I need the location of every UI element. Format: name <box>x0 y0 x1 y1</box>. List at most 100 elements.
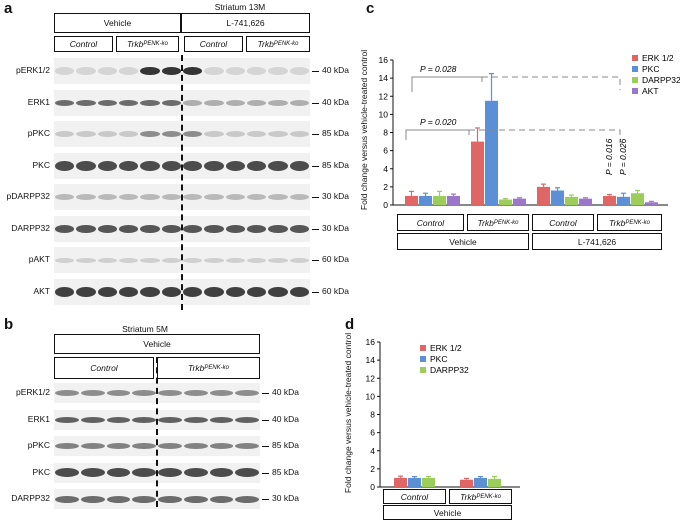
y-tick-label: 12 <box>366 373 376 383</box>
bar-pkc <box>485 100 498 205</box>
blot-band <box>158 390 182 396</box>
kda-marker-tick <box>312 165 319 167</box>
kda-marker-tick <box>312 102 319 104</box>
blot-band <box>204 224 224 233</box>
blot-label-erk1: ERK1 <box>27 413 50 424</box>
blot-band <box>235 416 259 423</box>
legend-swatch-pkc <box>632 66 638 72</box>
kda-marker-ppkc: 85 kDa <box>272 440 299 450</box>
blot-band <box>119 194 139 200</box>
bar-pkc <box>419 195 432 205</box>
panel-a-group-control-2: Control <box>184 36 243 52</box>
blot-band <box>55 224 75 233</box>
blot-band <box>183 131 203 137</box>
kda-marker-tick <box>262 499 269 500</box>
y-tick-label: 6 <box>370 428 375 438</box>
blot-band <box>132 416 156 423</box>
blot-band <box>80 468 105 477</box>
blot-band <box>289 194 309 200</box>
kda-marker-tick <box>312 197 319 198</box>
blot-band <box>247 224 267 233</box>
bracket-line <box>411 76 483 92</box>
blot-band <box>289 131 309 137</box>
blot-band <box>204 160 224 171</box>
panel-b-label: b <box>4 316 14 333</box>
bar-erk-1-2 <box>394 477 407 487</box>
blot-band <box>268 131 288 137</box>
blot-label-pkc: PKC <box>32 466 50 477</box>
blot-band <box>119 224 139 233</box>
panel-b-treatment-vehicle: Vehicle <box>54 334 260 354</box>
blot-label-ppkc: pPKC <box>27 440 50 450</box>
kda-marker-perk1-2: 40 kDa <box>322 65 349 75</box>
blot-band <box>97 131 117 137</box>
panel-a-label: a <box>4 0 13 17</box>
bar-darpp32 <box>488 478 501 487</box>
panel-d-group-trkb: Trkb PENK-ko <box>449 489 512 504</box>
bar-pkc <box>408 477 421 487</box>
kda-marker-tick <box>262 446 269 447</box>
bar-erk-1-2 <box>471 141 484 205</box>
blot-label-erk1: ERK1 <box>27 96 50 107</box>
blot-band <box>204 194 224 200</box>
blot-band <box>80 495 105 503</box>
bar-darpp32 <box>422 477 435 487</box>
blot-band <box>106 443 131 449</box>
y-tick-label: 4 <box>370 446 375 456</box>
blot-band <box>80 390 105 396</box>
kda-marker-tick <box>312 291 319 293</box>
blot-label-ppkc: pPKC <box>27 128 50 138</box>
blot-band <box>225 160 245 171</box>
blot-band <box>161 99 181 106</box>
blot-band <box>289 286 309 297</box>
bar-akt <box>579 198 592 205</box>
blot-label-darpp32: DARPP32 <box>11 222 50 233</box>
y-tick-label: 16 <box>366 337 376 347</box>
blot-band <box>140 224 160 233</box>
panel-a-treatment-vehicle: Vehicle <box>54 13 181 33</box>
bracket-line <box>405 129 470 140</box>
panel-c-treatment-vehicle: Vehicle <box>397 233 529 250</box>
panel-a-group-control-1: Control <box>54 36 113 52</box>
blot-band <box>76 99 96 106</box>
blot-band <box>225 224 245 233</box>
blot-band <box>289 160 309 171</box>
blot-band <box>140 257 160 263</box>
blot-band <box>80 416 105 423</box>
panel-c-group-trkb-2: Trkb PENK-ko <box>597 214 662 231</box>
blot-band <box>161 286 181 297</box>
kda-marker-pdarpp32: 30 kDa <box>322 191 349 201</box>
legend-swatch-darpp32 <box>420 367 426 373</box>
blot-band <box>225 99 245 106</box>
blot-label-darpp32: DARPP32 <box>11 493 50 503</box>
blot-band <box>209 468 234 477</box>
blot-band <box>76 160 96 171</box>
blot-band <box>209 495 234 503</box>
blot-band <box>55 286 75 297</box>
legend-label-pkc: PKC <box>642 64 659 74</box>
blot-band <box>161 160 181 171</box>
blot-band <box>247 160 267 171</box>
blot-band <box>225 131 245 137</box>
blot-band <box>183 224 203 233</box>
kda-marker-pakt: 60 kDa <box>322 254 349 264</box>
bar-darpp32 <box>433 195 446 205</box>
blot-band <box>97 194 117 200</box>
blot-band <box>140 160 160 171</box>
blot-band <box>55 160 75 171</box>
legend-label-pkc: PKC <box>430 354 447 364</box>
blot-band <box>140 131 160 137</box>
kda-marker-pkc: 85 kDa <box>272 466 299 477</box>
bar-erk-1-2 <box>460 479 473 487</box>
kda-marker-pkc: 85 kDa <box>322 159 349 170</box>
y-tick-label: 10 <box>379 109 389 119</box>
blot-band <box>289 99 309 106</box>
blot-band <box>55 99 75 106</box>
blot-band <box>268 286 288 297</box>
y-tick-label: 2 <box>383 182 388 192</box>
blot-band <box>119 286 139 297</box>
blot-band <box>183 160 203 171</box>
panel-a-treatment-l741626: L-741,626 <box>181 13 310 33</box>
blot-band <box>204 286 224 297</box>
